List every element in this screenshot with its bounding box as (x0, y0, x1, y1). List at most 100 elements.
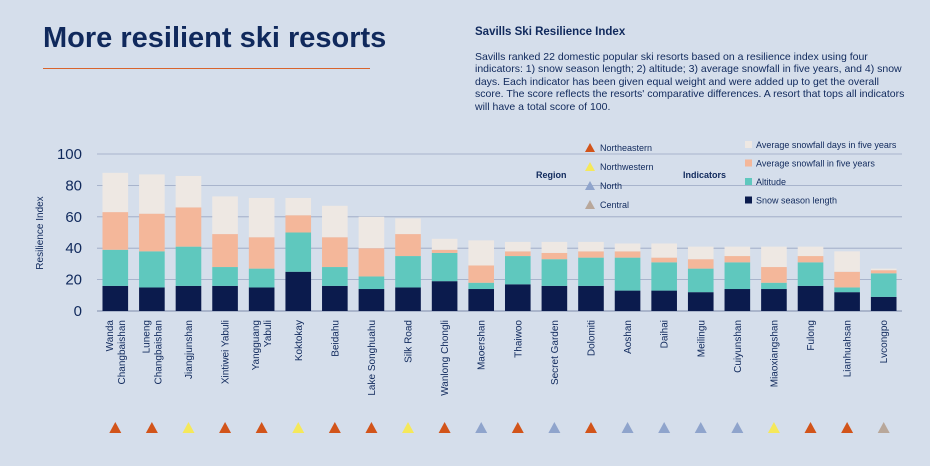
bar-segment (285, 215, 312, 233)
bar-segment (797, 246, 824, 257)
bar-segment (797, 256, 824, 263)
bar-segment (431, 249, 458, 253)
bar-segment (651, 262, 677, 291)
region-marker (328, 422, 341, 433)
bar-segment (212, 285, 238, 311)
bar-segment (614, 290, 641, 311)
bar-segment (761, 282, 787, 290)
x-tick-label: YangguangYabuli (251, 320, 274, 370)
bar-segment (651, 290, 677, 311)
y-tick-label: 20 (65, 272, 82, 289)
x-tick-label: Silk Road (404, 320, 415, 363)
bar-segment (797, 262, 824, 286)
bar-segment (834, 292, 860, 311)
bar-segment (578, 241, 604, 252)
y-tick-label: 0 (74, 303, 82, 320)
bar-segment (431, 252, 458, 282)
bar-segment (322, 237, 348, 268)
bar-segment (761, 246, 787, 268)
region-marker (511, 422, 524, 433)
title-divider (43, 68, 370, 69)
y-axis-ticks: 0 20 40 60 80 100 (57, 146, 82, 320)
bar-segment (322, 205, 348, 238)
bar-segment (395, 234, 421, 257)
region-marker (731, 422, 744, 433)
x-tick-label: Secret Garden (550, 320, 561, 385)
bar-segment (139, 174, 165, 214)
bar-segment (651, 257, 677, 263)
bar-segment (358, 276, 385, 290)
bar-segment (724, 246, 751, 257)
bar-segment (358, 216, 385, 249)
bar-segment (175, 207, 202, 247)
legend-region-marker (585, 143, 595, 152)
region-marker (841, 422, 854, 433)
legend-swatch (745, 178, 752, 185)
x-tick-label: WandaChangbaishan (105, 320, 128, 385)
region-marker (621, 422, 634, 433)
bar-segment (541, 241, 568, 253)
region-marker (548, 422, 561, 433)
x-tick-label: Maoershan (477, 320, 488, 370)
bar-segment (870, 273, 897, 297)
region-marker (402, 422, 415, 433)
region-marker (584, 422, 597, 433)
bar-segment (212, 267, 238, 286)
bar-segment (834, 271, 860, 288)
bar-segment (687, 246, 714, 260)
bar-segment (468, 265, 495, 283)
bar-segment (468, 289, 495, 311)
bar-segment (175, 175, 202, 208)
region-marker (292, 422, 305, 433)
x-tick-label: Meilingu (696, 320, 707, 357)
bar-segment (322, 267, 348, 286)
bar-segment (870, 268, 897, 271)
x-tick-label: Miaoxiangshan (769, 320, 780, 387)
chart-bars (102, 172, 897, 311)
bar-segment (248, 197, 275, 238)
bar-segment (139, 287, 165, 311)
x-tick-label: Jiangjunshan (184, 320, 195, 379)
bar-segment (285, 197, 312, 216)
x-tick-label: Lianhuahsan (843, 320, 854, 377)
region-marker (877, 422, 890, 433)
x-tick-label: Dolomiti (586, 320, 597, 356)
bar-segment (504, 284, 531, 311)
bar-segment (578, 257, 604, 286)
region-marker (145, 422, 158, 433)
y-tick-label: 60 (65, 209, 82, 226)
bar-segment (139, 213, 165, 252)
bar-segment (248, 268, 275, 288)
bar-segment (102, 249, 129, 286)
bar-segment (431, 281, 458, 311)
bar-segment (687, 292, 714, 311)
bar-segment (285, 232, 312, 272)
bar-segment (468, 240, 495, 266)
region-marker (694, 422, 707, 433)
bar-segment (614, 257, 641, 291)
x-tick-label: Aoshan (623, 320, 634, 354)
x-tick-label: Beidahu (330, 320, 341, 357)
index-heading: Savills Ski Resilience Index (475, 26, 626, 38)
bar-segment (614, 243, 641, 252)
bar-segment (761, 267, 787, 283)
legend-indicators-heading: Indicators (683, 170, 726, 180)
legend-region-label: North (600, 181, 622, 191)
bar-segment (358, 248, 385, 277)
region-marker (365, 422, 378, 433)
region-marker (109, 422, 122, 433)
region-marker (255, 422, 268, 433)
bar-segment (614, 251, 641, 258)
bar-segment (687, 259, 714, 269)
x-tick-label: Cuiyunshan (733, 320, 744, 373)
bar-segment (175, 246, 202, 286)
legend-region-marker (585, 162, 595, 171)
region-marker (219, 422, 232, 433)
region-marker (182, 422, 195, 433)
bar-segment (322, 285, 348, 311)
region-markers (109, 422, 890, 433)
bar-segment (761, 289, 787, 311)
bar-segment (175, 285, 202, 311)
bar-segment (797, 285, 824, 311)
